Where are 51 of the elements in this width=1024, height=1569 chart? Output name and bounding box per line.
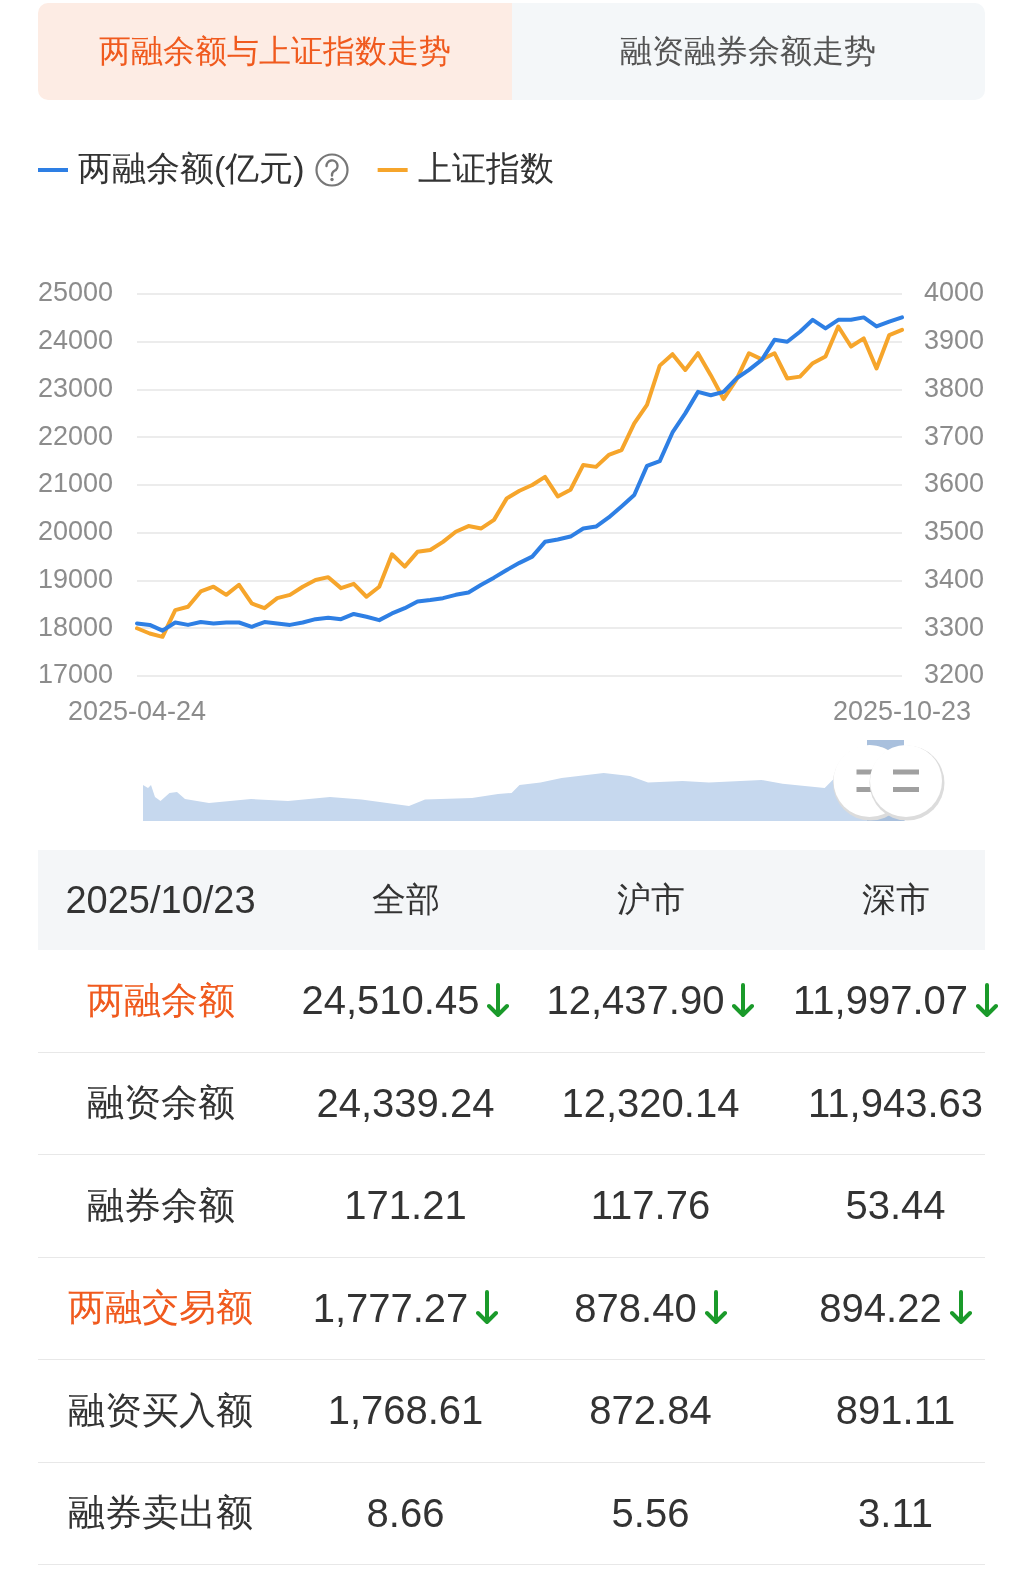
text: 53.44: [845, 1183, 946, 1228]
y2-tick-label: 3200: [924, 659, 985, 690]
text: 24,510.45: [301, 978, 480, 1023]
category-label: 融资买入额: [68, 1389, 253, 1431]
table-header: 2025/10/23 全部 沪市 深市: [38, 850, 985, 950]
x-tick-label: 2025-04-24: [67, 695, 207, 726]
tab[interactable]: 融资融券余额走势: [511, 3, 985, 100]
text: 171.21: [344, 1183, 467, 1228]
y2-tick-label: 3800: [924, 372, 985, 403]
text: 5.56: [611, 1490, 690, 1535]
text: 872.84: [589, 1388, 712, 1433]
category-label: 两融余额: [86, 979, 235, 1021]
text: 12,437.90: [546, 978, 725, 1023]
category-label: 融资余额: [86, 1082, 235, 1124]
y-tick-label: 23000: [37, 372, 113, 403]
y2-tick-label: 3400: [924, 563, 985, 594]
text: 11,943.63: [808, 1080, 983, 1125]
y2-tick-label: 3700: [924, 420, 985, 451]
y-tick-label: 17000: [37, 659, 113, 690]
text: 12,320.14: [561, 1080, 740, 1125]
category-label: 两融交易额: [68, 1287, 253, 1329]
text: 878.40: [574, 1285, 697, 1330]
y-tick-label: 21000: [37, 468, 113, 499]
category-label: 全部: [370, 879, 441, 920]
text: 117.76: [590, 1183, 711, 1228]
x-tick-label: 2025-10-23: [832, 695, 972, 726]
y-tick-label: 22000: [37, 420, 113, 451]
y-tick-label: 24000: [37, 325, 113, 356]
category-label: 融券卖出额: [68, 1492, 253, 1534]
category-label: 融券余额: [86, 1184, 235, 1226]
y2-tick-label: 3300: [924, 611, 985, 642]
text: 24,339.24: [316, 1080, 495, 1125]
y2-tick-label: 3500: [924, 516, 985, 547]
text: 8.66: [366, 1490, 445, 1535]
y2-tick-label: 3900: [924, 325, 985, 356]
category-label: 沪市: [615, 879, 686, 920]
text: 1,768.61: [327, 1388, 484, 1433]
text: 1,777.27: [312, 1285, 469, 1330]
y2-tick-label: 3600: [924, 468, 985, 499]
text: 891.11: [835, 1388, 956, 1433]
category-label: 深市: [860, 879, 931, 920]
text: 3.11: [858, 1490, 933, 1535]
text: 894.22: [819, 1285, 942, 1330]
text: 11,997.07: [793, 978, 968, 1023]
y2-tick-label: 4000: [924, 277, 985, 308]
y-tick-label: 19000: [37, 563, 113, 594]
y-tick-label: 18000: [37, 611, 113, 642]
y-tick-label: 25000: [37, 277, 113, 308]
y-tick-label: 20000: [37, 516, 113, 547]
legend-label: 两融余额(亿元): [78, 149, 305, 188]
legend-label: 上证指数: [417, 149, 554, 188]
